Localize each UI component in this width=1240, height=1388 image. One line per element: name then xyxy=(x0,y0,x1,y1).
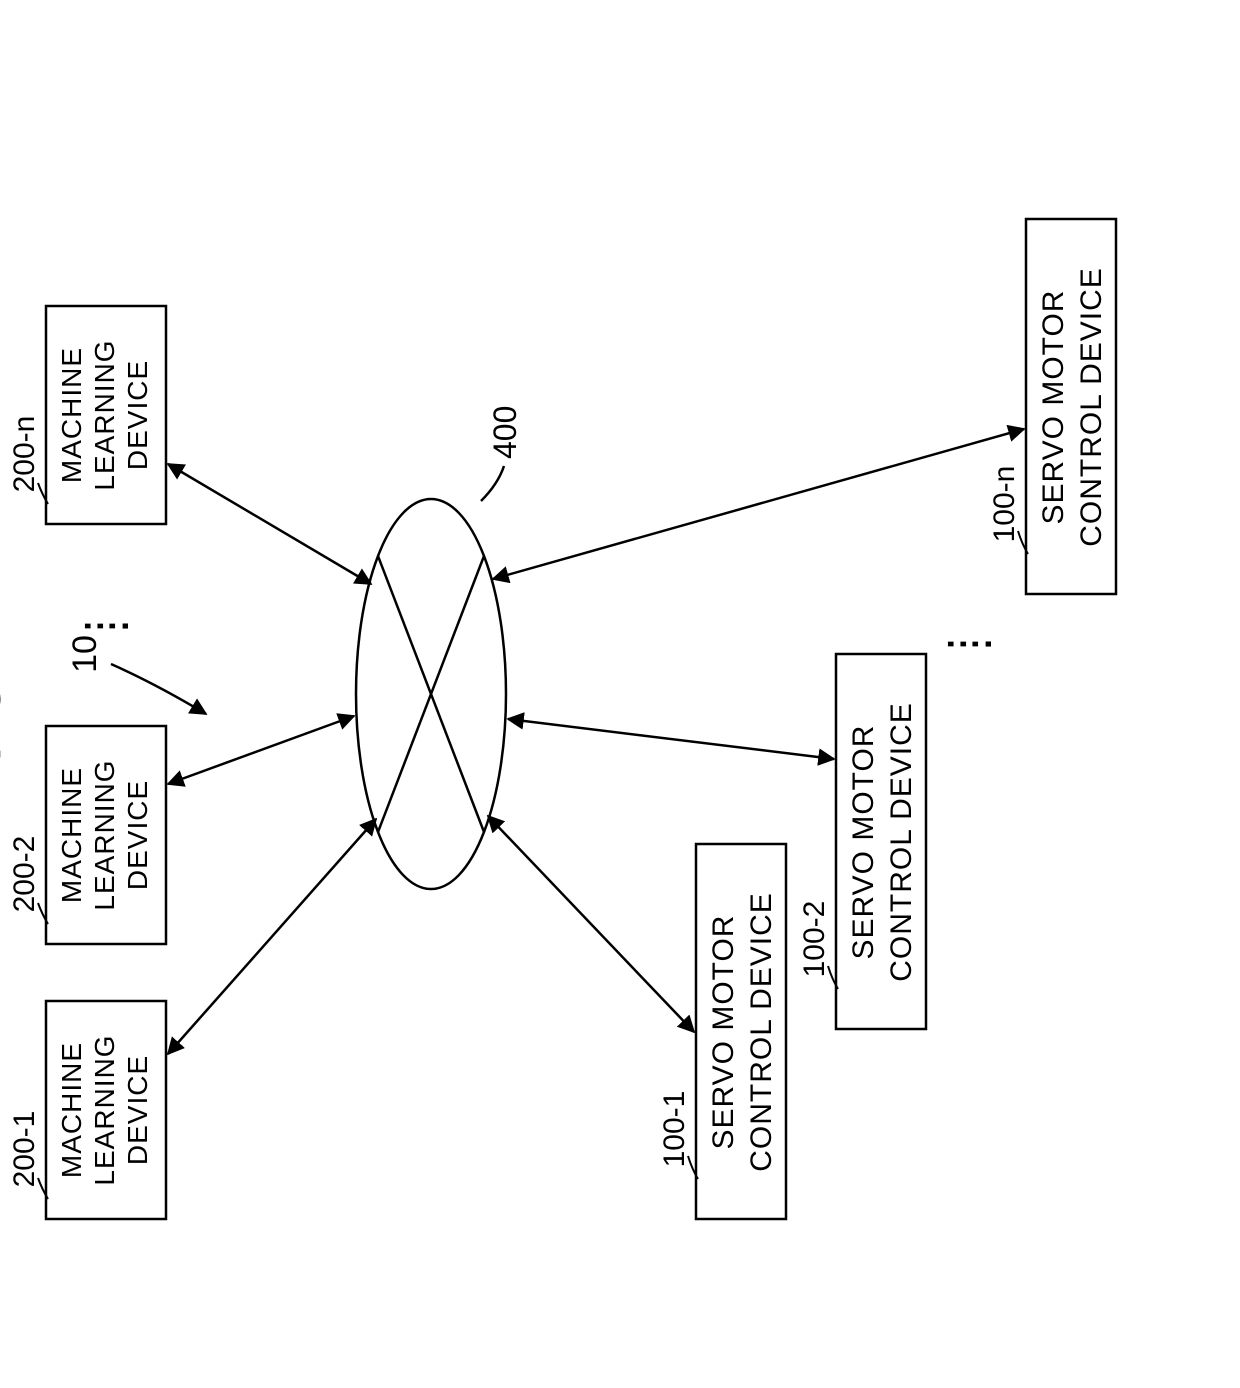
servo-label-1: 100-1 xyxy=(658,1091,691,1168)
servo-arrow-2 xyxy=(508,719,834,759)
ml-box-n: MACHINE LEARNING DEVICE xyxy=(46,306,166,524)
ml-box-2-line3: DEVICE xyxy=(122,780,153,890)
network-node xyxy=(356,499,506,889)
servo-box-1: SERVO MOTOR CONTROL DEVICE xyxy=(696,844,786,1219)
ml-arrow-1 xyxy=(168,819,376,1054)
servo-arrow-1 xyxy=(488,816,694,1032)
ml-box-2-line2: LEARNING xyxy=(89,759,120,910)
servo-label-n: 100-n xyxy=(988,466,1021,543)
ml-box-1-line1: MACHINE xyxy=(56,1042,87,1178)
ml-box-n-line1: MACHINE xyxy=(56,347,87,483)
servo-label-2: 100-2 xyxy=(798,901,831,978)
ml-box-2-line1: MACHINE xyxy=(56,767,87,903)
ml-label-2: 200-2 xyxy=(8,836,41,913)
ml-label-n: 200-n xyxy=(8,416,41,493)
ml-arrow-n xyxy=(168,464,371,584)
servo-box-1-line1: SERVO MOTOR xyxy=(707,915,740,1150)
ml-box-1-line3: DEVICE xyxy=(122,1055,153,1165)
ml-box-2: MACHINE LEARNING DEVICE xyxy=(46,726,166,944)
system-leader xyxy=(111,664,206,714)
ml-ellipsis-b: . xyxy=(95,621,136,631)
ml-box-n-line2: LEARNING xyxy=(89,339,120,490)
servo-box-2-line1: SERVO MOTOR xyxy=(847,725,880,960)
servo-box-2-line2: CONTROL DEVICE xyxy=(885,702,918,982)
ml-label-1: 200-1 xyxy=(8,1111,41,1188)
ml-box-n-line3: DEVICE xyxy=(122,360,153,470)
ml-box-1-line2: LEARNING xyxy=(89,1034,120,1185)
ml-box-1: MACHINE LEARNING DEVICE xyxy=(46,1001,166,1219)
servo-box-n-line2: CONTROL DEVICE xyxy=(1075,267,1108,547)
servo-ellipsis-b: . xyxy=(958,639,999,649)
network-leader xyxy=(481,466,504,501)
figure-title: FIG. 1 xyxy=(0,627,11,760)
servo-arrow-n xyxy=(493,429,1024,579)
servo-box-1-line2: CONTROL DEVICE xyxy=(745,892,778,1172)
servo-box-2: SERVO MOTOR CONTROL DEVICE xyxy=(836,654,926,1029)
diagram-canvas: FIG. 1 10 400 SERVO MOTOR CONTROL DEVICE… xyxy=(0,0,1240,1388)
network-label: 400 xyxy=(487,406,523,459)
servo-box-n-line1: SERVO MOTOR xyxy=(1037,290,1070,525)
ml-arrow-2 xyxy=(168,716,354,784)
servo-box-n: SERVO MOTOR CONTROL DEVICE xyxy=(1026,219,1116,594)
